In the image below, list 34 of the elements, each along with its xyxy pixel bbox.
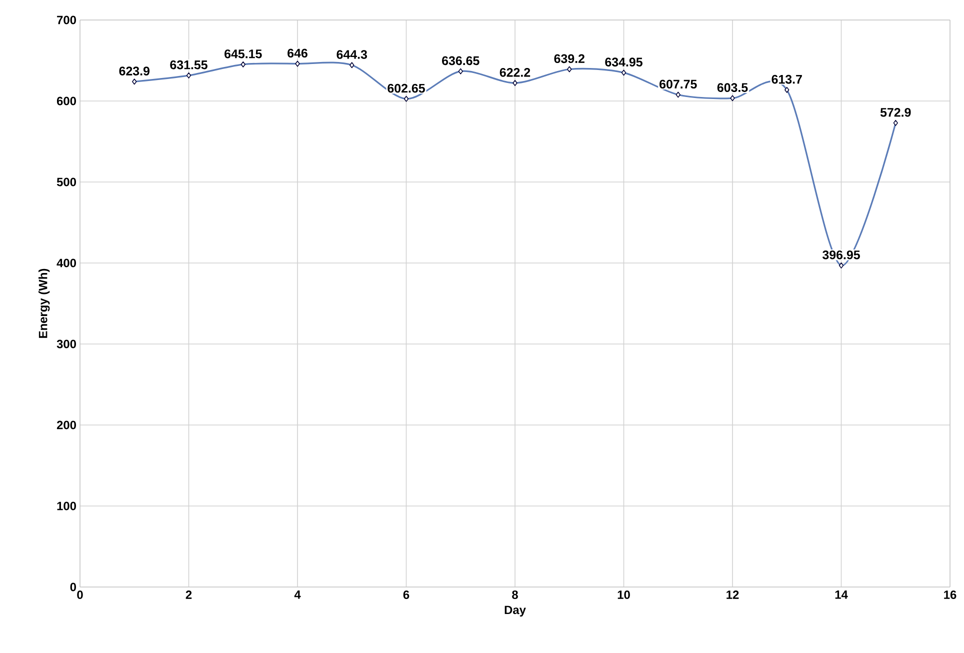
- data-label: 607.75: [660, 80, 697, 89]
- data-label: 646: [288, 48, 308, 58]
- x-tick-label: 16: [944, 590, 956, 599]
- data-label: 644.3: [336, 50, 367, 59]
- y-tick-label: 200: [56, 420, 76, 430]
- x-tick-label: 8: [512, 590, 518, 599]
- data-label: 602.65: [388, 84, 425, 93]
- data-label: 645.15: [224, 49, 262, 58]
- x-tick-label: 10: [618, 590, 630, 599]
- x-tick-label: 12: [726, 590, 739, 599]
- data-label: 631.55: [170, 60, 208, 70]
- y-axis-title: Energy (Wh): [38, 268, 50, 338]
- data-label: 572.9: [880, 108, 911, 117]
- data-label: 396.95: [822, 250, 860, 260]
- y-tick-label: 600: [56, 96, 76, 106]
- x-axis-title: Day: [504, 606, 526, 617]
- x-tick-label: 0: [77, 590, 83, 599]
- data-label: 622.2: [500, 68, 530, 77]
- data-label: 603.5: [717, 83, 748, 92]
- data-label: 634.95: [605, 58, 642, 67]
- data-label: 623.9: [119, 66, 150, 76]
- y-tick-label: 500: [56, 178, 76, 186]
- y-tick-label: 300: [56, 340, 76, 348]
- data-label: 613.7: [772, 74, 802, 84]
- x-tick-label: 14: [835, 590, 848, 599]
- x-tick-label: 6: [403, 590, 410, 599]
- y-tick-label: 100: [57, 502, 76, 510]
- data-label: 636.65: [442, 56, 480, 66]
- data-label: 639.2: [554, 54, 584, 64]
- y-tick-label: 400: [56, 258, 76, 268]
- x-tick-label: 4: [294, 590, 301, 599]
- y-tick-label: 0: [70, 582, 76, 592]
- x-tick-label: 2: [186, 590, 192, 599]
- y-tick-label: 700: [57, 16, 76, 24]
